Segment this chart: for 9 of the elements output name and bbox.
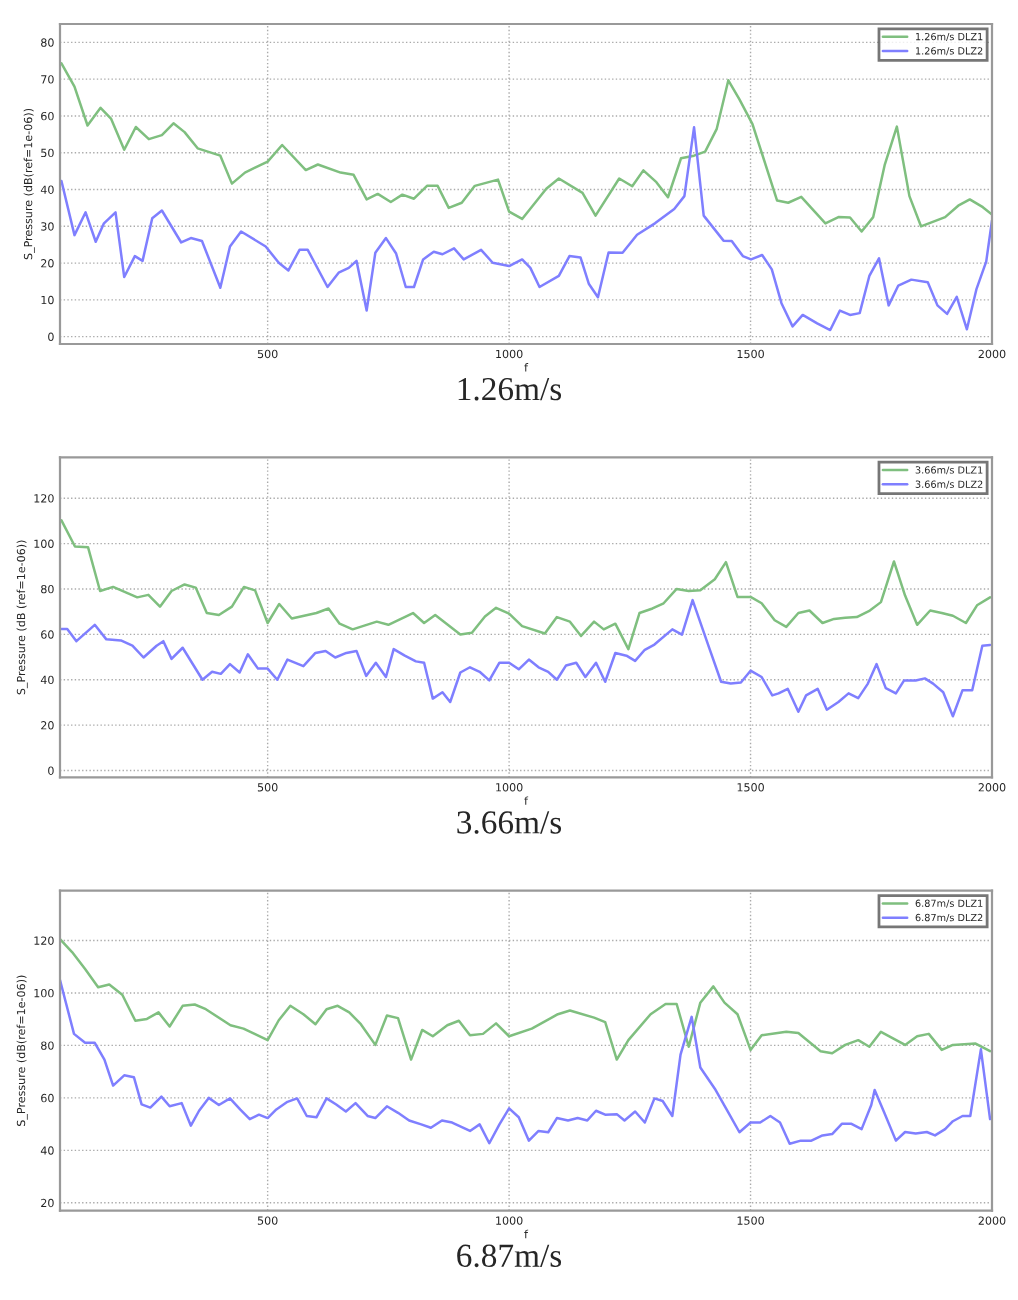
text: 1.26m/s bbox=[458, 377, 562, 401]
line-series bbox=[60, 937, 992, 1061]
line-series bbox=[60, 126, 992, 332]
text: 3.66m/s bbox=[457, 811, 562, 834]
line-series bbox=[60, 519, 992, 651]
line-series bbox=[60, 62, 992, 233]
line-series bbox=[60, 978, 992, 1146]
line-series bbox=[60, 598, 992, 718]
text: 6.87m/s bbox=[457, 1244, 562, 1268]
